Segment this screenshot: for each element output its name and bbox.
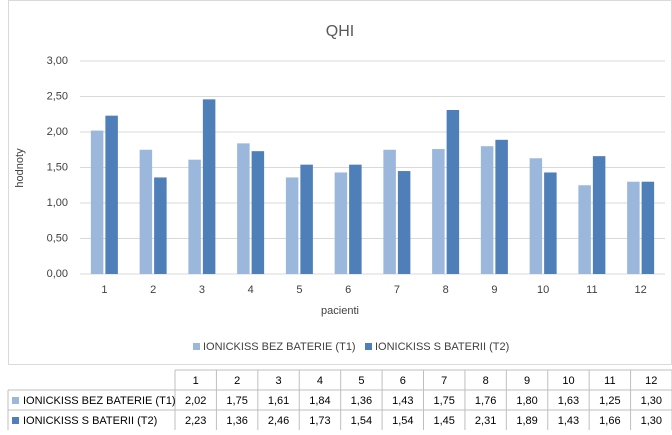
x-tick-label: 4: [248, 284, 254, 296]
table-row-label: IONICKISS S BATERII (T2): [23, 415, 157, 427]
y-tick-label: 0,00: [47, 268, 68, 280]
table-swatch: [12, 417, 19, 424]
table-header: 8: [483, 375, 489, 387]
table-cell: 1,66: [599, 415, 620, 427]
table-cell: 1,84: [309, 395, 330, 407]
bar: [139, 149, 153, 274]
table-cell: 1,36: [226, 415, 247, 427]
x-tick-label: 12: [635, 284, 647, 296]
table-cell: 2,23: [185, 415, 206, 427]
x-tick-label: 10: [537, 284, 549, 296]
bar: [188, 159, 201, 274]
x-tick-label: 7: [394, 284, 400, 296]
table-header: 7: [441, 375, 447, 387]
table-cell: 1,43: [392, 395, 413, 407]
bar: [300, 164, 313, 274]
y-tick-label: 3,00: [47, 55, 68, 67]
y-axis-label: hodnoty: [14, 148, 26, 188]
x-tick-label: 2: [150, 284, 156, 296]
table-header: 5: [358, 375, 364, 387]
bar: [495, 139, 508, 274]
bar: [578, 185, 591, 274]
bar: [334, 172, 348, 274]
y-tick-label: 2,00: [47, 126, 68, 138]
bar: [383, 149, 396, 274]
bar: [641, 181, 655, 274]
table-cell: 1,54: [392, 415, 413, 427]
table-header: 1: [193, 375, 199, 387]
bar: [446, 109, 460, 275]
table-cell: 1,76: [475, 395, 496, 407]
table-cell: 1,36: [351, 395, 372, 407]
y-tick-label: 0,50: [47, 232, 68, 244]
table-cell: 2,46: [268, 415, 289, 427]
legend-label: IONICKISS BEZ BATERIE (T1): [203, 341, 356, 353]
y-tick-label: 2,50: [47, 90, 68, 102]
bar: [90, 130, 104, 274]
bar: [627, 181, 640, 274]
bar: [592, 156, 606, 274]
table-cell: 1,30: [641, 415, 662, 427]
x-tick-label: 6: [345, 284, 351, 296]
x-axis-label: pacienti: [321, 305, 359, 317]
bar: [105, 115, 118, 274]
x-tick-label: 9: [491, 284, 497, 296]
table-swatch: [12, 397, 19, 404]
table-cell: 1,75: [433, 395, 454, 407]
legend-swatch: [365, 343, 372, 350]
table-header: 11: [604, 375, 615, 387]
table-cell: 2,02: [185, 395, 206, 407]
table-header: 6: [400, 375, 406, 387]
table-cell: 1,63: [558, 395, 579, 407]
legend-label: IONICKISS S BATERII (T2): [375, 341, 509, 353]
table-row-label: IONICKISS BEZ BATERIE (T1): [23, 395, 176, 407]
bar: [480, 146, 494, 274]
bar: [544, 172, 557, 274]
x-tick-label: 1: [101, 284, 107, 296]
x-tick-label: 8: [443, 284, 449, 296]
bar: [237, 143, 250, 274]
table-cell: 1,89: [516, 415, 537, 427]
x-tick-label: 5: [296, 284, 302, 296]
y-tick-label: 1,00: [47, 197, 68, 209]
bar: [349, 164, 362, 274]
chart-title: QHI: [326, 23, 354, 40]
table-header: 3: [275, 375, 281, 387]
bar: [529, 158, 543, 274]
bar: [432, 149, 445, 274]
table-header: 12: [645, 375, 657, 387]
table-cell: 1,30: [641, 395, 662, 407]
bar: [251, 151, 265, 274]
bar: [154, 177, 167, 274]
table-header: 4: [317, 375, 323, 387]
table-cell: 1,75: [226, 395, 247, 407]
table-header: 2: [234, 375, 240, 387]
bar: [285, 177, 299, 274]
table-cell: 1,25: [599, 395, 620, 407]
table-header: 9: [524, 375, 530, 387]
legend-swatch: [193, 343, 200, 350]
table-cell: 1,45: [433, 415, 454, 427]
table-cell: 2,31: [475, 415, 496, 427]
table-cell: 1,54: [351, 415, 372, 427]
y-tick-label: 1,50: [47, 161, 68, 173]
table-cell: 1,73: [309, 415, 330, 427]
bar: [397, 171, 411, 274]
x-tick-label: 3: [199, 284, 205, 296]
table-cell: 1,61: [268, 395, 289, 407]
table-cell: 1,43: [558, 415, 579, 427]
x-tick-label: 11: [586, 284, 597, 296]
table-cell: 1,80: [516, 395, 537, 407]
table-header: 10: [562, 375, 574, 387]
bar: [202, 99, 216, 274]
